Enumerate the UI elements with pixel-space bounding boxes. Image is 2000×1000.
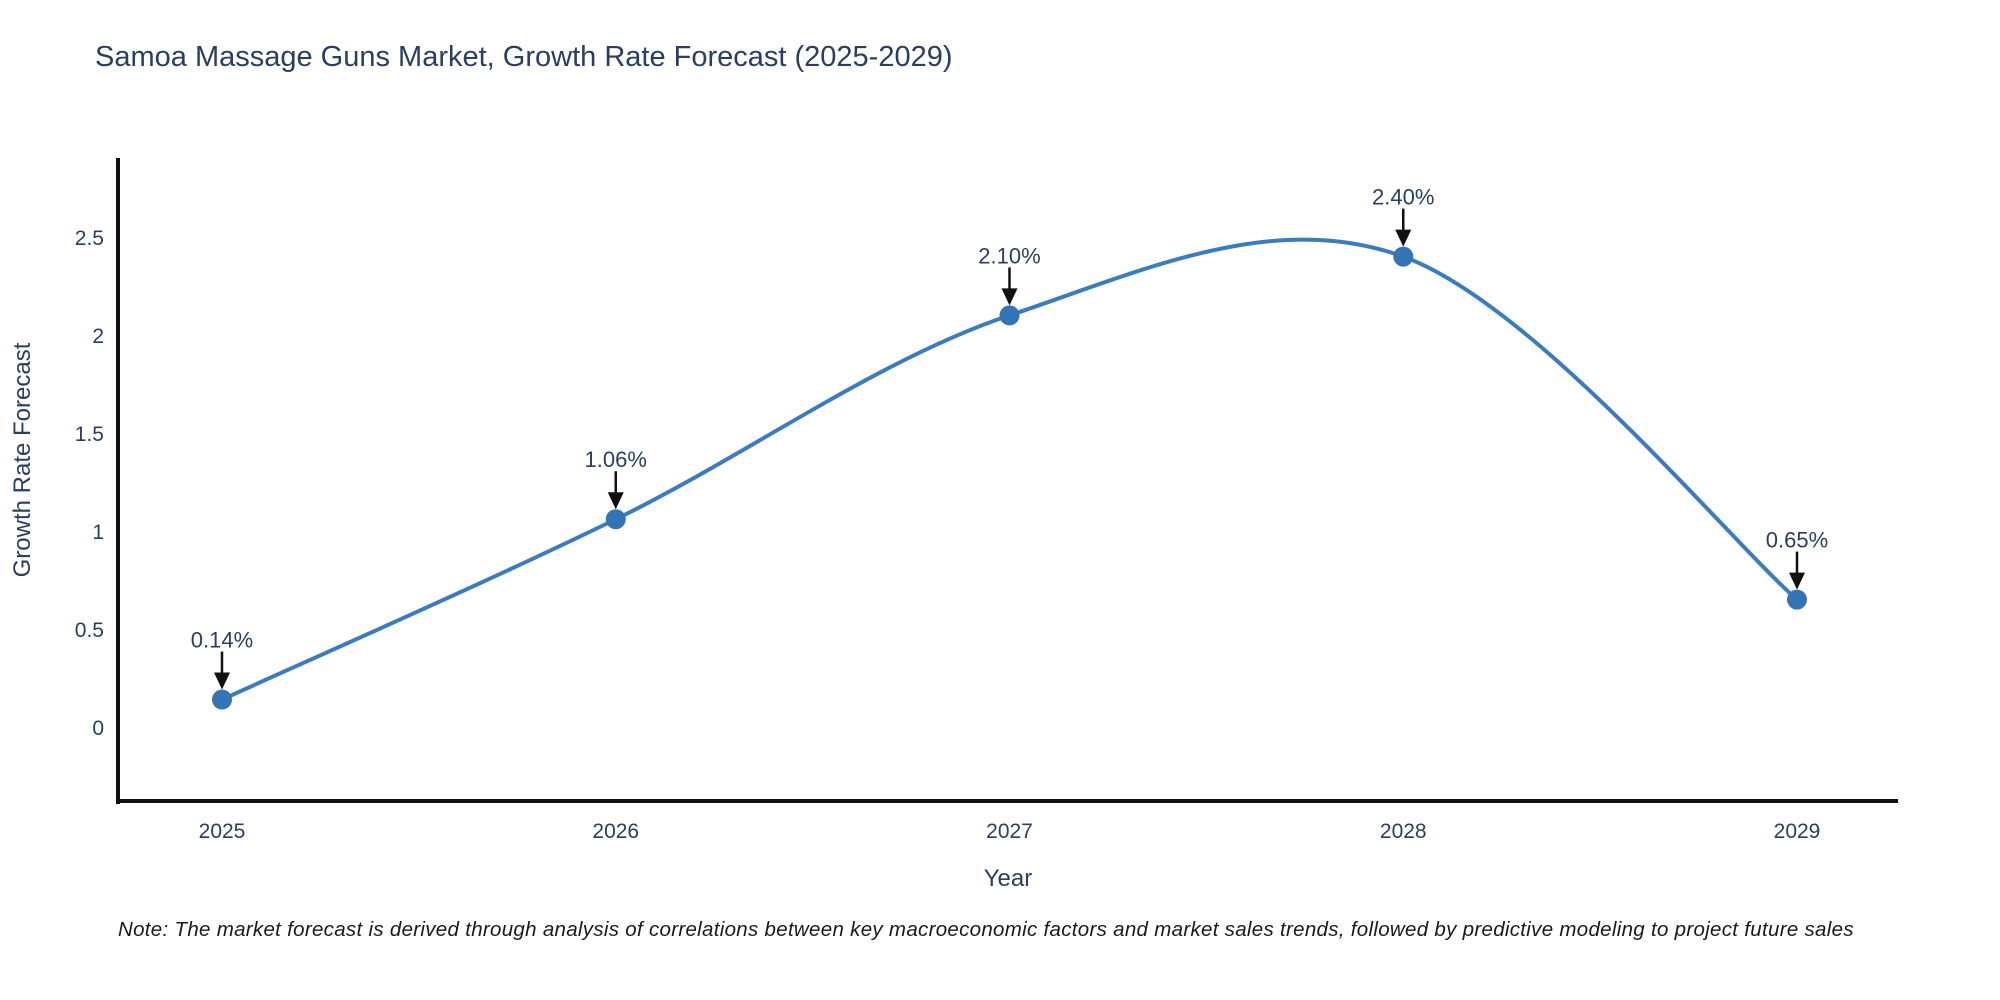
annotation-arrowhead	[214, 672, 230, 690]
footnote: Note: The market forecast is derived thr…	[118, 918, 1854, 941]
y-tick-label: 0.5	[75, 619, 104, 642]
data-point-marker	[999, 305, 1020, 326]
annotation-arrowhead	[1395, 229, 1412, 247]
data-point-label: 2.40%	[1372, 185, 1434, 210]
y-tick-label: 1	[92, 521, 104, 544]
annotation-arrowhead	[607, 492, 624, 510]
data-point-marker	[605, 509, 626, 530]
data-point-label: 0.14%	[191, 628, 253, 653]
y-axis-tick-labels: 0 0.5 1 1.5 2 2.5	[75, 227, 104, 740]
x-tick-label: 2029	[1774, 820, 1821, 843]
annotation-arrows	[214, 208, 1805, 690]
y-axis-title: Growth Rate Forecast	[9, 342, 36, 577]
x-tick-label: 2025	[199, 820, 246, 843]
data-point-label: 0.65%	[1766, 528, 1828, 553]
x-tick-label: 2028	[1380, 820, 1427, 843]
annotation-arrowhead	[1789, 572, 1805, 590]
y-tick-label: 2.5	[75, 227, 104, 250]
data-point-marker	[1393, 246, 1414, 267]
data-point-labels: 0.14% 1.06% 2.10% 2.40% 0.65%	[191, 185, 1828, 653]
y-tick-label: 1.5	[75, 423, 104, 446]
x-tick-label: 2027	[986, 820, 1033, 843]
y-tick-label: 0	[92, 717, 104, 740]
x-tick-label: 2026	[592, 820, 639, 843]
x-axis-tick-labels: 2025 2026 2027 2028 2029	[199, 820, 1821, 843]
x-axis-title: Year	[984, 865, 1033, 892]
data-point-label: 1.06%	[585, 447, 647, 472]
data-point-marker	[212, 689, 232, 710]
data-point-label: 2.10%	[978, 243, 1040, 268]
chart-title: Samoa Massage Guns Market, Growth Rate F…	[95, 41, 953, 73]
data-point-markers	[212, 246, 1807, 710]
data-point-marker	[1787, 589, 1807, 610]
annotation-arrowhead	[1001, 288, 1018, 306]
y-tick-label: 2	[92, 325, 104, 348]
